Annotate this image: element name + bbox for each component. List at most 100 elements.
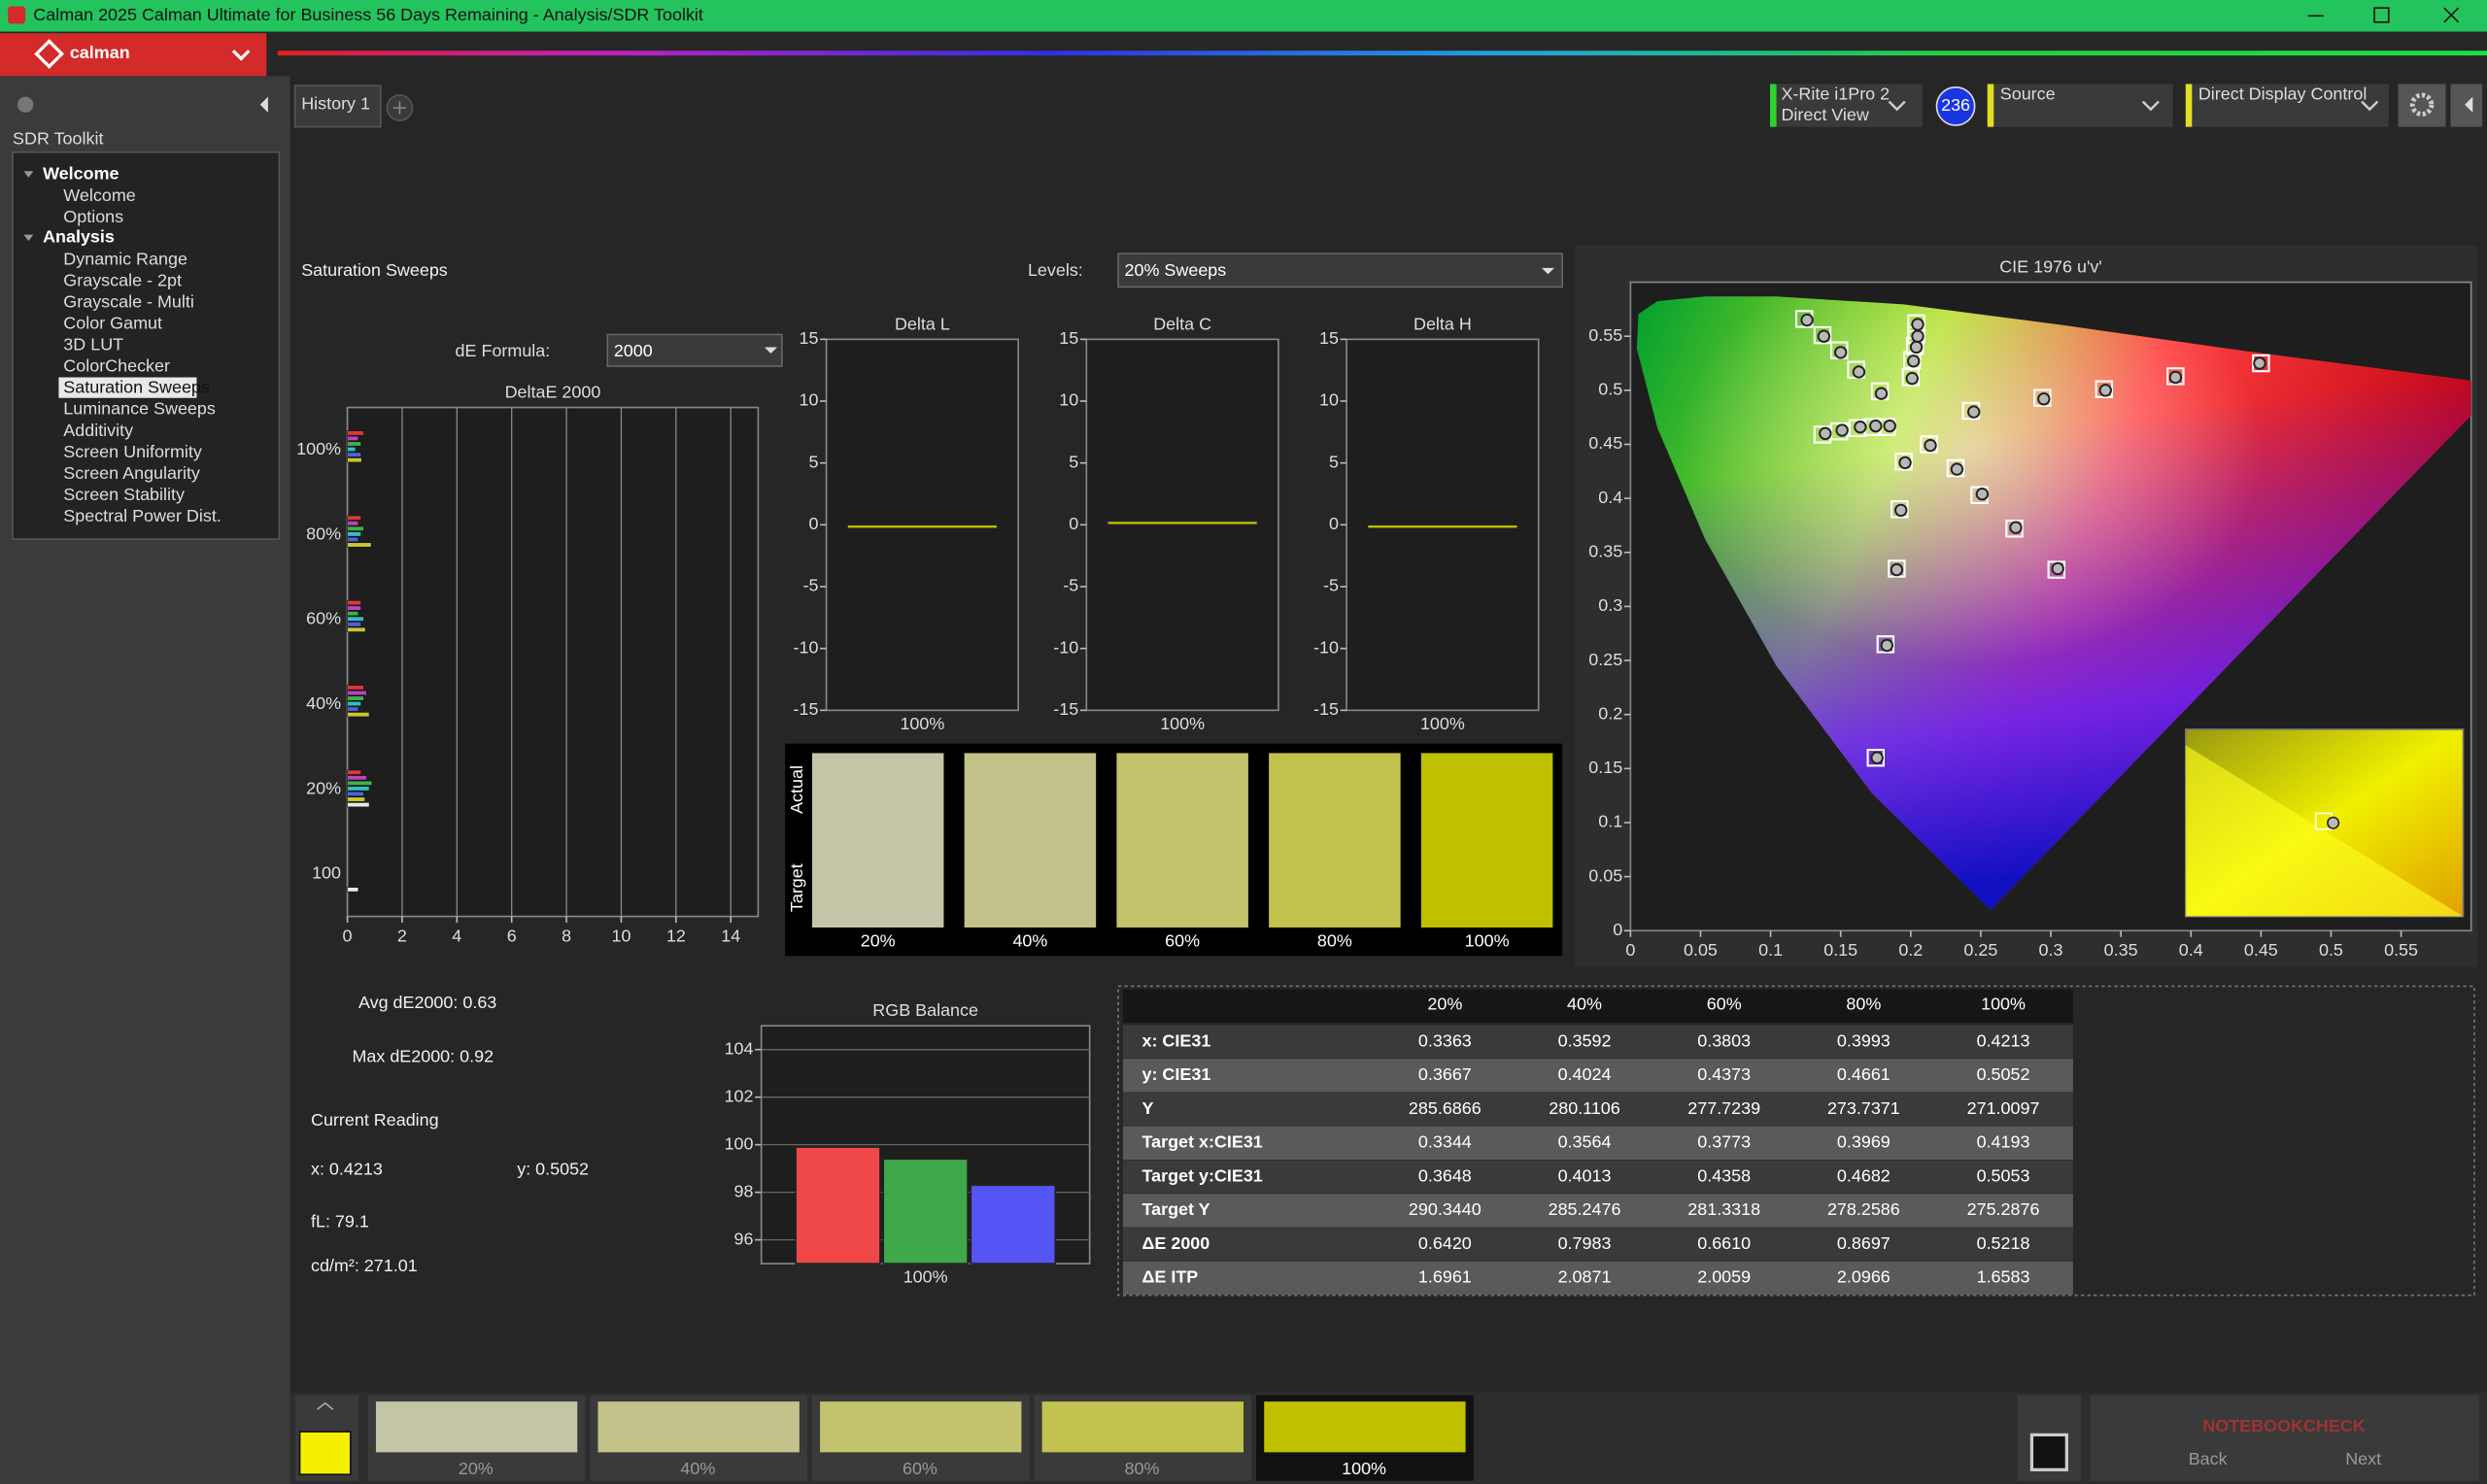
back-button[interactable]: Back	[2189, 1449, 2228, 1468]
stop-icon	[2031, 1434, 2066, 1469]
table-cell: 0.4213	[1977, 1030, 2030, 1050]
badge-text: 236	[1941, 95, 1970, 115]
meter-name: X-Rite i1Pro 2	[1781, 84, 1890, 104]
settings-button[interactable]	[2399, 84, 2446, 127]
y-tick-label: -10	[1313, 637, 1339, 657]
bar	[348, 617, 364, 622]
source-label: Source	[2000, 84, 2056, 104]
levels-label: Levels:	[1028, 260, 1083, 280]
y-tick-label: 10	[1059, 390, 1078, 410]
measured-point	[1907, 373, 1918, 384]
swatch	[812, 753, 944, 928]
measured-point	[2038, 393, 2049, 404]
table-cell: 278.2586	[1827, 1199, 1900, 1219]
table-cell: 0.3667	[1418, 1064, 1472, 1084]
table-cell: 281.3318	[1687, 1199, 1760, 1219]
table-cell: 277.7239	[1687, 1098, 1760, 1118]
measured-point	[1952, 463, 1962, 474]
reading-color	[300, 1432, 351, 1474]
bar	[348, 691, 367, 695]
bar	[796, 1147, 880, 1264]
swatch	[965, 753, 1097, 928]
measured-point	[2170, 372, 2181, 383]
y-tick-label: 15	[799, 328, 818, 348]
bar	[1368, 524, 1518, 528]
table-cell: 275.2876	[1967, 1199, 2040, 1219]
logo-box[interactable]	[0, 33, 266, 76]
measured-point	[1820, 428, 1830, 439]
tree-item: Spectral Power Dist.	[63, 506, 221, 525]
y-tick-label: 10	[799, 390, 818, 410]
table-cell: 0.3648	[1418, 1165, 1472, 1185]
x-tick-label: 0.2	[1898, 940, 1923, 960]
swatch	[1421, 753, 1553, 928]
table-cell: 0.3344	[1418, 1132, 1472, 1152]
next-button[interactable]: Next	[2345, 1449, 2381, 1468]
chart-title: Delta H	[1414, 314, 1472, 333]
bar	[348, 442, 361, 447]
table-cell: 285.2476	[1549, 1199, 1621, 1219]
measured-point	[1912, 319, 1923, 329]
table-header: 20%	[1427, 995, 1462, 1014]
bar	[348, 770, 361, 775]
y-tick-label: 0	[1329, 514, 1339, 533]
tree-group: Welcome	[43, 163, 119, 183]
y-tick-label: -10	[794, 637, 819, 657]
bar	[348, 696, 364, 701]
x-tick-label: 0	[1625, 940, 1635, 960]
thumbnail-color	[820, 1401, 1021, 1452]
y-tick-label: 15	[1319, 328, 1339, 348]
x-tick-label: 14	[721, 927, 740, 946]
table-cell: 0.4682	[1837, 1165, 1891, 1185]
table-cell: 2.0871	[1558, 1267, 1612, 1287]
bar	[348, 543, 372, 548]
y-tick-label: -5	[1323, 576, 1339, 595]
tree-item: Color Gamut	[63, 314, 162, 333]
thumbnail-color	[376, 1401, 577, 1452]
x-tick-label: 100%	[1420, 714, 1465, 733]
y-tick-label: -15	[1053, 699, 1078, 719]
table-cell: 1.6961	[1418, 1267, 1472, 1287]
bar	[883, 1159, 968, 1264]
swatch-label: 40%	[1012, 930, 1047, 950]
swatch-label: 80%	[1317, 930, 1352, 950]
bar	[1107, 522, 1258, 525]
table-row-label: Y	[1142, 1098, 1154, 1118]
table-cell: 0.5218	[1977, 1233, 2030, 1253]
thumbnail-label: 40%	[680, 1459, 715, 1478]
bar	[348, 600, 361, 605]
y-tick-label: 10	[1319, 390, 1339, 410]
app-icon	[8, 7, 25, 24]
table-cell: 0.3969	[1837, 1132, 1891, 1152]
y-tick-label: 5	[808, 452, 818, 471]
bar	[348, 532, 361, 537]
bar	[348, 888, 358, 893]
logo-text: calman	[70, 43, 130, 62]
x-tick-label: 0.5	[2319, 940, 2343, 960]
measured-point	[1835, 347, 1846, 357]
x-tick-label: 0.25	[1963, 940, 1997, 960]
tree-item: Screen Stability	[63, 485, 185, 504]
thumbnail-label: 20%	[459, 1459, 494, 1478]
swatch-label: 100%	[1465, 930, 1510, 950]
table-cell: 0.4013	[1558, 1165, 1612, 1185]
measured-point	[1895, 505, 1906, 516]
x-tick-label: 10	[611, 927, 630, 946]
table-cell: 285.6866	[1409, 1098, 1482, 1118]
tree-item: Screen Uniformity	[63, 442, 202, 461]
display-status	[2186, 84, 2193, 127]
y-tick-label: 0.45	[1588, 433, 1622, 453]
measured-point	[2100, 385, 2111, 395]
measured-point	[1882, 640, 1892, 651]
x-tick-label: 100%	[1160, 714, 1205, 733]
measured-point	[1899, 457, 1910, 468]
sidebar-pin[interactable]	[17, 97, 33, 113]
table-cell: 0.5053	[1977, 1165, 2030, 1185]
y-tick-label: 0.1	[1598, 812, 1622, 831]
measured-point	[1912, 331, 1923, 342]
y-tick-label: -15	[794, 699, 819, 719]
thumbnail-color	[1042, 1401, 1244, 1452]
measured-point	[2254, 357, 2265, 368]
x-tick-label: 100%	[903, 1267, 948, 1287]
plot-area	[348, 408, 759, 917]
